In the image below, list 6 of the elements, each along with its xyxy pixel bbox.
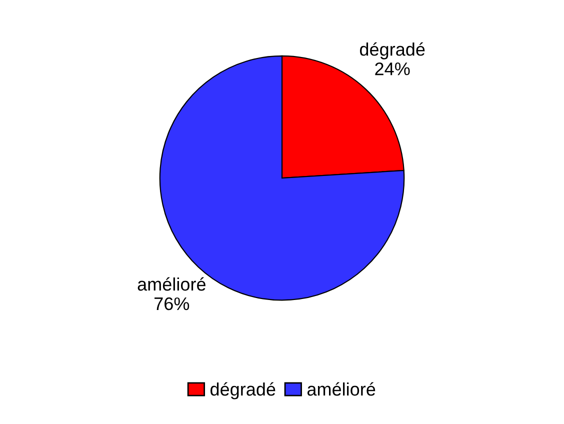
slice-label: amélioré [138,277,206,291]
data-label: 76% [154,297,190,310]
slice-label: dégradé [360,42,425,60]
data-label: 24% [375,62,410,76]
legend-label: dégradé [210,382,276,400]
legend-label: amélioré [307,382,376,396]
